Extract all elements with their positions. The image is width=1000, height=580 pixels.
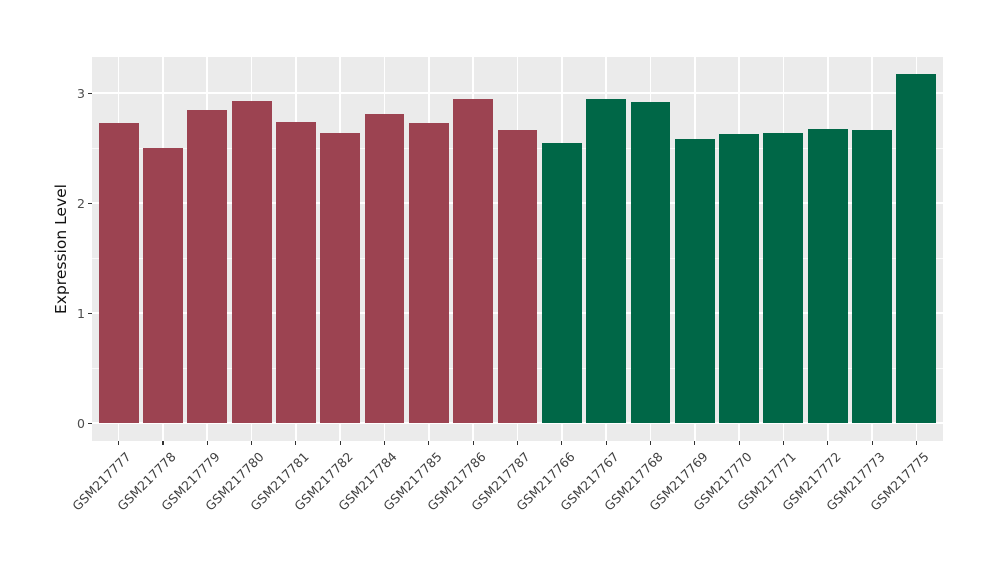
y-axis-title: Expression Level [52,184,70,314]
bar-GSM217779 [187,109,228,423]
x-tick-mark [782,441,785,445]
bar-GSM217780 [231,100,272,423]
x-tick-mark [118,441,120,445]
bar-GSM217781 [275,121,316,423]
bar-GSM217778 [142,148,183,423]
x-tick-mark [295,441,297,445]
x-tick-mark [738,441,740,445]
y-tick-label: 2 [77,195,85,211]
bar-GSM217784 [364,113,405,423]
y-tick-mark [87,92,92,94]
bar-GSM217773 [852,130,893,423]
plot-panel [92,57,943,441]
bar-GSM217787 [497,130,538,423]
x-tick-mark [827,441,829,445]
y-tick-label: 3 [77,85,85,101]
x-tick-mark [561,441,563,445]
bar-GSM217785 [408,122,449,423]
y-tick-mark [87,312,92,314]
bar-GSM217767 [586,98,627,423]
x-tick-mark [251,441,253,445]
x-tick-mark [206,441,208,445]
bar-GSM217772 [807,129,848,423]
bar-GSM217769 [674,139,715,423]
y-tick-label: 1 [77,305,85,321]
x-tick-mark [162,441,164,445]
y-tick-mark [87,202,92,204]
x-tick-mark [915,441,917,445]
bar-GSM217775 [896,74,937,423]
x-tick-mark [649,441,652,445]
x-tick-mark [605,441,607,445]
bar-GSM217786 [453,98,494,423]
x-tick-mark [428,441,430,445]
bar-GSM217782 [320,132,361,423]
bar-GSM217768 [630,101,671,423]
x-tick-mark [517,441,519,445]
bar-GSM217777 [98,122,139,423]
x-tick-mark [871,441,873,445]
x-tick-mark [694,441,696,445]
x-tick-mark [339,441,341,445]
bar-GSM217770 [719,133,760,423]
y-tick-mark [87,422,92,424]
bar-GSM217766 [541,142,582,423]
x-tick-mark [472,441,474,445]
y-tick-label: 0 [77,415,85,431]
bar-GSM217771 [763,132,804,423]
x-tick-mark [384,441,386,445]
